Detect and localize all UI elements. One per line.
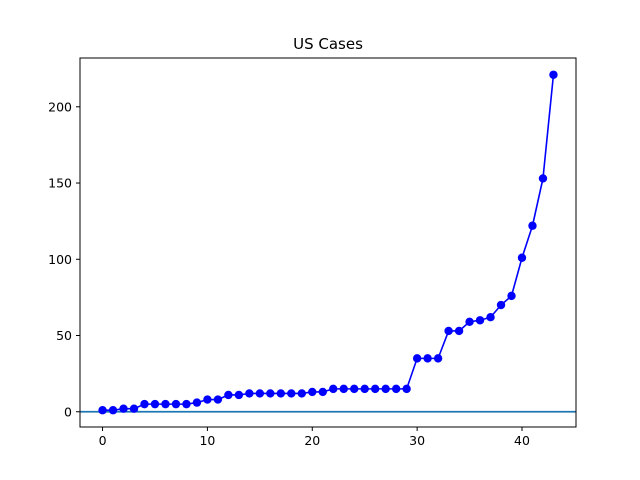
data-point <box>538 174 548 183</box>
data-point <box>360 384 369 394</box>
y-axis: 0 50 100 150 200 <box>48 99 80 419</box>
data-point <box>108 406 118 415</box>
data-point <box>486 313 495 322</box>
x-tick-label: 30 <box>409 433 425 448</box>
data-point <box>171 399 181 409</box>
x-tick-label: 40 <box>514 433 530 448</box>
data-point <box>381 384 390 394</box>
data-point <box>350 384 359 394</box>
data-point <box>276 389 286 398</box>
data-point <box>140 399 149 409</box>
data-point <box>507 291 516 301</box>
x-tick-label: 10 <box>199 433 215 448</box>
y-tick-label: 150 <box>48 176 72 191</box>
data-point <box>287 389 296 398</box>
y-tick-label: 100 <box>48 252 72 267</box>
data-point <box>517 253 527 262</box>
data-point <box>213 395 223 404</box>
data-point <box>245 389 254 398</box>
data-point <box>391 384 401 394</box>
data-point <box>496 300 506 310</box>
data-point <box>454 326 464 336</box>
data-point <box>433 354 443 363</box>
data-point <box>402 384 411 394</box>
data-point <box>297 389 306 398</box>
x-tick-label: 0 <box>99 433 107 448</box>
data-point <box>475 316 485 325</box>
data-point <box>182 399 191 409</box>
data-point <box>444 326 453 336</box>
x-tick-label: 20 <box>304 433 320 448</box>
data-point <box>119 404 128 413</box>
data-point <box>203 395 212 404</box>
data-point <box>549 70 558 79</box>
data-point <box>129 404 139 413</box>
data-point <box>224 390 233 400</box>
plot-area <box>80 70 576 415</box>
data-point <box>255 389 265 398</box>
data-point <box>339 384 348 394</box>
data-point <box>412 354 422 363</box>
data-point <box>192 398 202 407</box>
y-tick-label: 0 <box>64 404 72 419</box>
data-point <box>266 389 275 398</box>
data-point <box>150 399 160 409</box>
chart-title: US Cases <box>293 35 363 53</box>
data-point <box>423 354 432 363</box>
data-point <box>161 399 170 409</box>
data-point <box>329 384 338 394</box>
x-axis: 0 10 20 30 40 <box>99 427 530 448</box>
axes-frame <box>79 57 577 428</box>
data-point <box>528 221 537 230</box>
y-tick-label: 200 <box>48 99 72 114</box>
data-point <box>465 317 474 326</box>
y-tick-label: 50 <box>56 328 72 343</box>
data-point <box>98 406 107 415</box>
data-point <box>308 387 317 397</box>
data-point <box>370 384 380 394</box>
data-point <box>318 387 327 397</box>
data-point <box>234 390 244 400</box>
